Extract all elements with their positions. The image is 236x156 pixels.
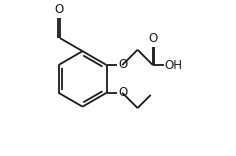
Text: OH: OH <box>164 58 182 72</box>
Text: O: O <box>118 86 127 99</box>
Text: O: O <box>148 32 157 45</box>
Text: O: O <box>55 3 64 16</box>
Text: O: O <box>118 58 127 71</box>
